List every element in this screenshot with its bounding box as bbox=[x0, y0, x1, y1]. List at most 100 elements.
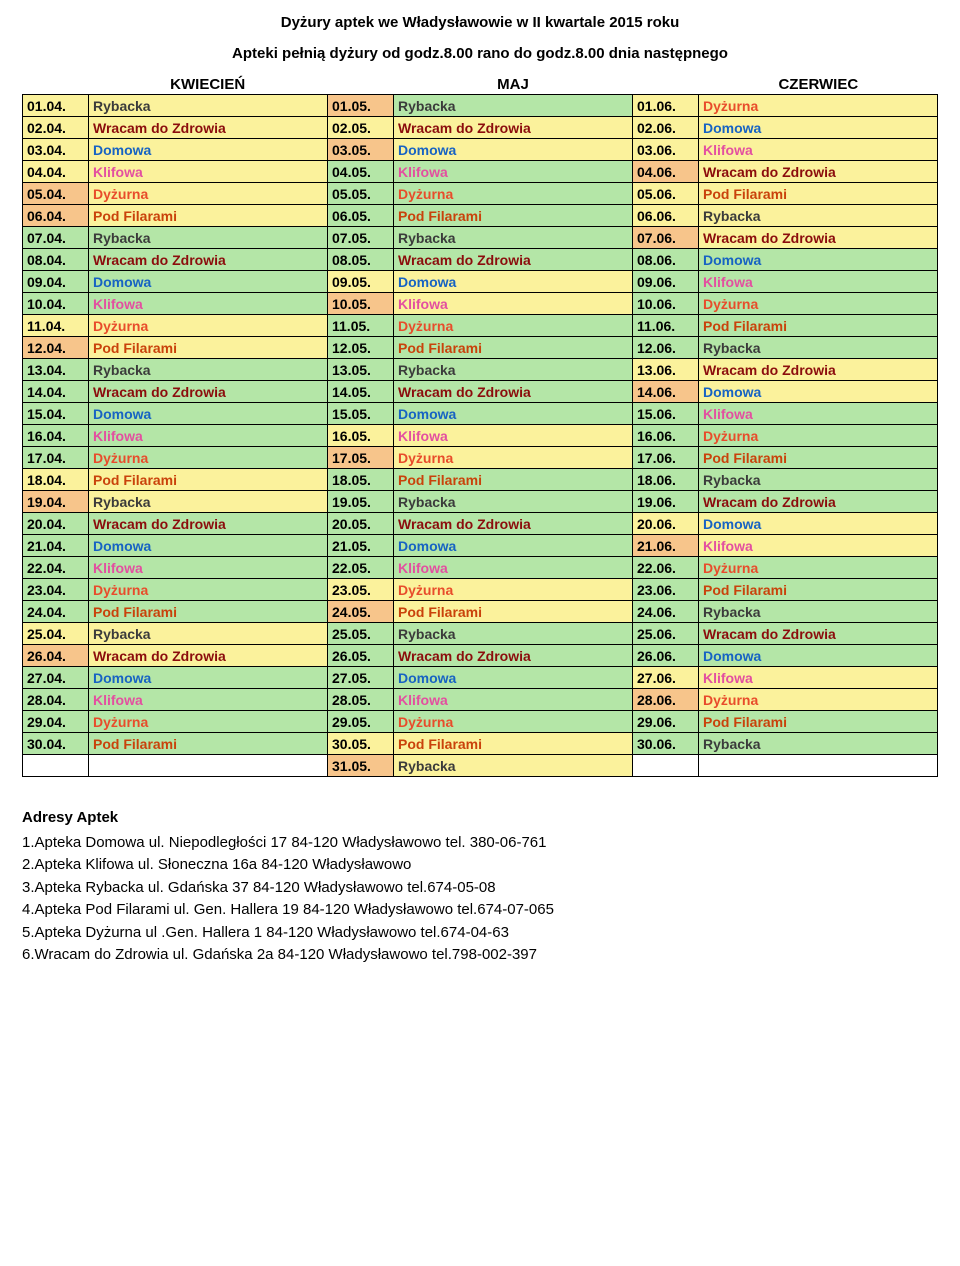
pharmacy-cell: Rybacka bbox=[89, 623, 328, 645]
pharmacy-cell: Dyżurna bbox=[699, 425, 938, 447]
date-cell: 27.06. bbox=[633, 667, 699, 689]
pharmacy-cell: Domowa bbox=[699, 249, 938, 271]
pharmacy-cell: Klifowa bbox=[394, 161, 633, 183]
date-cell: 08.05. bbox=[328, 249, 394, 271]
pharmacy-cell: Klifowa bbox=[89, 689, 328, 711]
table-row: 12.04.Pod Filarami12.05.Pod Filarami12.0… bbox=[23, 337, 938, 359]
date-cell: 28.05. bbox=[328, 689, 394, 711]
date-cell: 24.05. bbox=[328, 601, 394, 623]
date-cell: 09.04. bbox=[23, 271, 89, 293]
table-row: 19.04.Rybacka19.05.Rybacka19.06.Wracam d… bbox=[23, 491, 938, 513]
pharmacy-cell: Rybacka bbox=[394, 95, 633, 117]
pharmacy-cell: Rybacka bbox=[394, 359, 633, 381]
pharmacy-cell: Domowa bbox=[699, 513, 938, 535]
date-cell: 03.04. bbox=[23, 139, 89, 161]
pharmacy-cell: Wracam do Zdrowia bbox=[89, 249, 328, 271]
table-row: 05.04.Dyżurna05.05.Dyżurna05.06.Pod Fila… bbox=[23, 183, 938, 205]
pharmacy-cell: Pod Filarami bbox=[699, 447, 938, 469]
date-cell: 16.04. bbox=[23, 425, 89, 447]
table-row: 18.04.Pod Filarami18.05.Pod Filarami18.0… bbox=[23, 469, 938, 491]
date-cell: 12.06. bbox=[633, 337, 699, 359]
pharmacy-cell: Rybacka bbox=[394, 227, 633, 249]
date-cell: 23.04. bbox=[23, 579, 89, 601]
pharmacy-cell: Pod Filarami bbox=[394, 601, 633, 623]
date-cell: 11.05. bbox=[328, 315, 394, 337]
date-cell: 07.04. bbox=[23, 227, 89, 249]
date-cell: 30.04. bbox=[23, 733, 89, 755]
date-cell: 17.05. bbox=[328, 447, 394, 469]
table-row: 25.04.Rybacka25.05.Rybacka25.06.Wracam d… bbox=[23, 623, 938, 645]
pharmacy-cell: Klifowa bbox=[89, 425, 328, 447]
date-cell: 08.04. bbox=[23, 249, 89, 271]
pharmacy-cell: Wracam do Zdrowia bbox=[699, 359, 938, 381]
pharmacy-cell: Wracam do Zdrowia bbox=[394, 513, 633, 535]
pharmacy-cell: Klifowa bbox=[394, 557, 633, 579]
pharmacy-cell: Dyżurna bbox=[89, 711, 328, 733]
table-row: 30.04.Pod Filarami30.05.Pod Filarami30.0… bbox=[23, 733, 938, 755]
date-cell: 20.05. bbox=[328, 513, 394, 535]
footer-line: 3.Apteka Rybacka ul. Gdańska 37 84-120 W… bbox=[22, 877, 938, 900]
pharmacy-cell: Domowa bbox=[89, 271, 328, 293]
pharmacy-cell bbox=[699, 755, 938, 777]
pharmacy-cell: Dyżurna bbox=[394, 183, 633, 205]
pharmacy-cell: Dyżurna bbox=[89, 315, 328, 337]
date-cell: 13.04. bbox=[23, 359, 89, 381]
pharmacy-cell bbox=[89, 755, 328, 777]
date-cell: 19.05. bbox=[328, 491, 394, 513]
date-cell: 23.05. bbox=[328, 579, 394, 601]
date-cell: 01.05. bbox=[328, 95, 394, 117]
table-row: 31.05.Rybacka bbox=[23, 755, 938, 777]
footer-line: 1.Apteka Domowa ul. Niepodległości 17 84… bbox=[22, 832, 938, 855]
pharmacy-cell: Wracam do Zdrowia bbox=[394, 645, 633, 667]
pharmacy-cell: Pod Filarami bbox=[699, 579, 938, 601]
pharmacy-cell: Klifowa bbox=[89, 161, 328, 183]
pharmacy-cell: Domowa bbox=[89, 667, 328, 689]
pharmacy-cell: Rybacka bbox=[699, 733, 938, 755]
footer-line: 6.Wracam do Zdrowia ul. Gdańska 2a 84-12… bbox=[22, 944, 938, 967]
pharmacy-cell: Rybacka bbox=[89, 227, 328, 249]
date-cell: 02.04. bbox=[23, 117, 89, 139]
date-cell bbox=[633, 755, 699, 777]
table-row: 26.04.Wracam do Zdrowia26.05.Wracam do Z… bbox=[23, 645, 938, 667]
table-row: 04.04.Klifowa04.05.Klifowa04.06.Wracam d… bbox=[23, 161, 938, 183]
date-cell: 20.04. bbox=[23, 513, 89, 535]
date-cell: 10.04. bbox=[23, 293, 89, 315]
pharmacy-cell: Wracam do Zdrowia bbox=[699, 161, 938, 183]
pharmacy-cell: Domowa bbox=[89, 139, 328, 161]
date-cell: 29.06. bbox=[633, 711, 699, 733]
date-cell: 22.04. bbox=[23, 557, 89, 579]
date-cell: 11.06. bbox=[633, 315, 699, 337]
pharmacy-cell: Pod Filarami bbox=[89, 733, 328, 755]
pharmacy-cell: Domowa bbox=[699, 381, 938, 403]
pharmacy-cell: Klifowa bbox=[394, 425, 633, 447]
date-cell: 01.04. bbox=[23, 95, 89, 117]
table-row: 17.04.Dyżurna17.05.Dyżurna17.06.Pod Fila… bbox=[23, 447, 938, 469]
pharmacy-cell: Domowa bbox=[394, 403, 633, 425]
pharmacy-cell: Rybacka bbox=[394, 623, 633, 645]
footer-line: 4.Apteka Pod Filarami ul. Gen. Hallera 1… bbox=[22, 899, 938, 922]
date-cell: 05.05. bbox=[328, 183, 394, 205]
pharmacy-cell: Klifowa bbox=[699, 271, 938, 293]
date-cell: 15.05. bbox=[328, 403, 394, 425]
pharmacy-cell: Wracam do Zdrowia bbox=[699, 491, 938, 513]
pharmacy-cell: Wracam do Zdrowia bbox=[699, 227, 938, 249]
date-cell: 28.04. bbox=[23, 689, 89, 711]
table-row: 11.04.Dyżurna11.05.Dyżurna11.06.Pod Fila… bbox=[23, 315, 938, 337]
pharmacy-cell: Wracam do Zdrowia bbox=[394, 249, 633, 271]
page-title: Dyżury aptek we Władysławowie w II kwart… bbox=[22, 14, 938, 31]
pharmacy-cell: Klifowa bbox=[394, 689, 633, 711]
table-row: 15.04.Domowa15.05.Domowa15.06.Klifowa bbox=[23, 403, 938, 425]
pharmacy-cell: Dyżurna bbox=[89, 183, 328, 205]
date-cell: 12.05. bbox=[328, 337, 394, 359]
pharmacy-cell: Domowa bbox=[394, 139, 633, 161]
date-cell: 22.05. bbox=[328, 557, 394, 579]
pharmacy-cell: Pod Filarami bbox=[699, 711, 938, 733]
date-cell: 23.06. bbox=[633, 579, 699, 601]
footer: Adresy Aptek 1.Apteka Domowa ul. Niepodl… bbox=[22, 807, 938, 967]
table-row: 21.04.Domowa21.05.Domowa21.06.Klifowa bbox=[23, 535, 938, 557]
table-row: 06.04.Pod Filarami06.05.Pod Filarami06.0… bbox=[23, 205, 938, 227]
pharmacy-cell: Domowa bbox=[394, 271, 633, 293]
pharmacy-cell: Rybacka bbox=[699, 337, 938, 359]
date-cell: 03.06. bbox=[633, 139, 699, 161]
pharmacy-cell: Pod Filarami bbox=[394, 733, 633, 755]
